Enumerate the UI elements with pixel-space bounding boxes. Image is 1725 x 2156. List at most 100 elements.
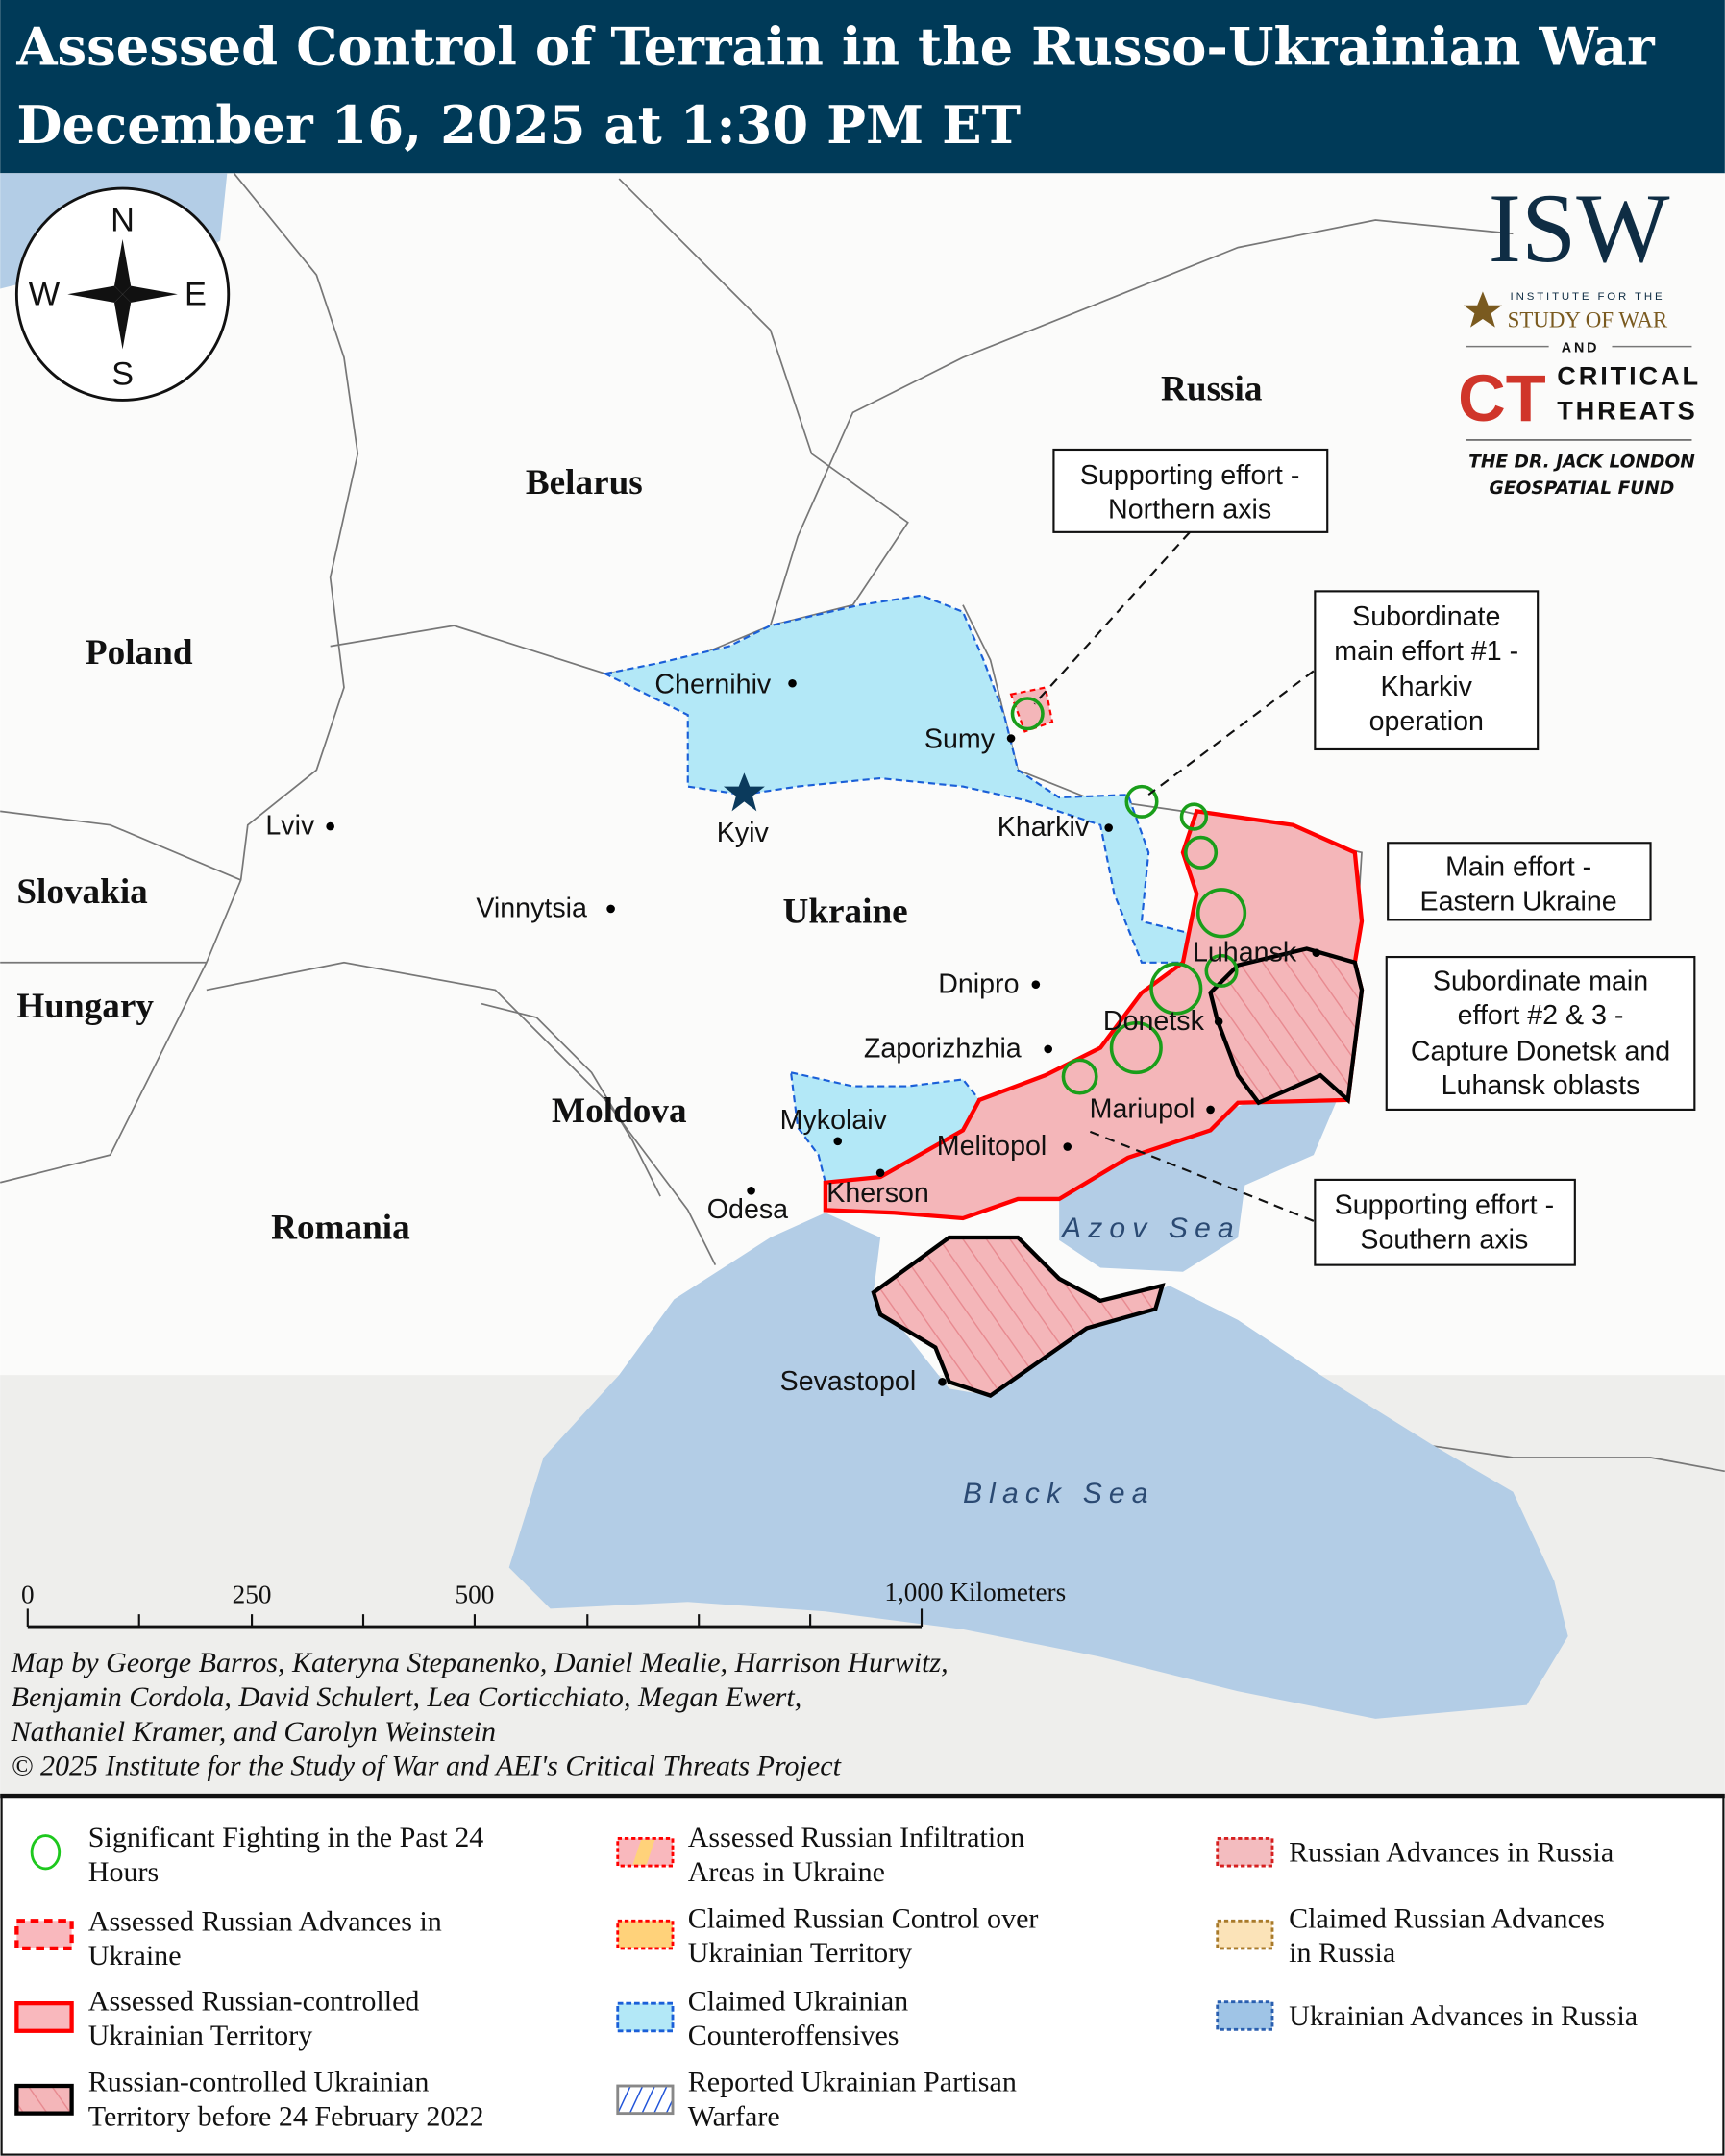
city-mykolaiv: Mykolaiv [780,1105,888,1136]
fighting-circle [1204,953,1239,988]
svg-text:Subordinate: Subordinate [1352,601,1500,632]
fighting-circle [1109,1020,1163,1075]
svg-text:Significant Fighting in the Pa: Significant Fighting in the Past 24 [88,1821,483,1853]
claimed-ukrainian-counteroffensive-north [602,594,1198,964]
compass-south: S [111,356,134,393]
map-credits: Map by George Barros, Kateryna Stepanenk… [11,1646,949,1781]
map-title: Assessed Control of Terrain in the Russo… [15,15,1656,77]
compass-north: N [111,202,135,238]
svg-text:Claimed Ukrainian: Claimed Ukrainian [688,1984,908,2017]
fighting-circle [1010,697,1045,731]
city-dnipro: Dnipro [938,968,1019,999]
svg-text:Areas in Ukraine: Areas in Ukraine [688,1855,885,1888]
svg-text:Map by George Barros, Kateryna: Map by George Barros, Kateryna Stepanenk… [11,1646,949,1678]
svg-text:Claimed Russian Advances: Claimed Russian Advances [1289,1901,1605,1934]
city-odesa: Odesa [707,1194,788,1225]
country-label-romania: Romania [271,1208,410,1247]
fighting-circle [1184,835,1219,870]
legend-russian-advances-symbol [14,1919,74,1951]
country-label-belarus: Belarus [526,463,643,502]
svg-text:Benjamin Cordola, David Schule: Benjamin Cordola, David Schulert, Lea Co… [12,1680,802,1713]
svg-text:Hours: Hours [88,1855,159,1888]
isw-ct-logo: ISW INSTITUTE FOR THE STUDY OF WAR AND C… [1458,174,1701,499]
compass-rose: N S E W [14,186,231,402]
country-label-slovakia: Slovakia [16,872,148,912]
svg-text:Kharkiv: Kharkiv [1381,672,1473,702]
significant-fighting-markers [1010,697,1247,1095]
svg-text:Luhansk oblasts: Luhansk oblasts [1442,1070,1640,1101]
city-luhansk: Luhansk [1193,937,1297,968]
infiltration-stripe [632,1839,655,1865]
svg-text:INSTITUTE FOR THE: INSTITUTE FOR THE [1511,291,1665,303]
azov-sea [1059,1086,1338,1272]
map-date: December 16, 2025 at 1:30 PM ET [16,94,1021,156]
compass-east: E [185,277,207,313]
svg-text:1,000 Kilometers: 1,000 Kilometers [884,1578,1066,1606]
svg-text:THE DR. JACK LONDON: THE DR. JACK LONDON [1468,453,1695,473]
svg-text:Assessed Russian Infiltration: Assessed Russian Infiltration [688,1821,1025,1853]
svg-text:Capture Donetsk and: Capture Donetsk and [1411,1036,1670,1066]
city-sevastopol: Sevastopol [780,1366,917,1397]
capital-star-icon [723,772,765,812]
svg-text:Nathaniel Kramer, and Carolyn: Nathaniel Kramer, and Carolyn Weinstein [11,1715,496,1748]
isw-logo-text: ISW [1489,174,1671,283]
svg-text:Subordinate main: Subordinate main [1433,966,1648,996]
legend-ukrainian-advances-russia-symbol [1216,2000,1274,2031]
cities: Chernihiv Sumy Kyiv Kharkiv Lviv Vinnyts… [265,669,1321,1397]
city-melitopol: Melitopol [937,1131,1047,1162]
svg-text:250: 250 [233,1580,272,1609]
city-mariupol: Mariupol [1090,1094,1195,1125]
svg-text:Warfare: Warfare [688,2100,780,2133]
svg-text:main effort #1 -: main effort #1 - [1334,636,1518,667]
black-sea [508,1213,1568,1719]
legend-partisan-symbol [616,2084,675,2116]
callout-leaders [1033,531,1315,1222]
country-label-moldova: Moldova [552,1091,687,1131]
svg-text:Ukrainian Territory: Ukrainian Territory [688,1936,912,1969]
svg-text:Claimed Russian Control over: Claimed Russian Control over [688,1901,1039,1934]
legend-claimed-russian-control-symbol [616,1919,675,1950]
city-lviv: Lviv [265,811,315,842]
city-donetsk: Donetsk [1103,1006,1205,1037]
scale-bar: 0 250 500 1,000 Kilometers [21,1578,1066,1629]
svg-text:Northern axis: Northern axis [1108,495,1271,526]
svg-text:Assessed Russian-controlled: Assessed Russian-controlled [88,1984,420,2017]
sea-label-azov: Azov Sea [1060,1213,1241,1244]
fighting-circle [1195,888,1247,939]
sea-label-black: Black Sea [963,1478,1155,1509]
svg-text:Main effort -: Main effort - [1445,852,1591,883]
fighting-circle [1149,962,1203,1016]
svg-text:Ukrainian Advances in Russia: Ukrainian Advances in Russia [1289,1999,1638,2032]
legend-ukrainian-counteroffensive-symbol [616,2001,675,2033]
header-bar [0,0,1725,174]
country-label-hungary: Hungary [16,987,154,1026]
callout-donetsk-luhansk: Subordinate main effort #2 & 3 - Capture… [1385,955,1696,1111]
svg-text:Territory before 24 February 2: Territory before 24 February 2022 [88,2100,484,2133]
city-sumy: Sumy [924,724,996,755]
svg-text:in Russia: in Russia [1289,1936,1395,1969]
city-zaporizhzhia: Zaporizhzhia [864,1034,1022,1065]
svg-text:Eastern Ukraine: Eastern Ukraine [1420,886,1617,917]
svg-text:Ukrainian Territory: Ukrainian Territory [88,2019,312,2051]
country-label-ukraine: Ukraine [782,892,907,931]
city-kyiv: Kyiv [717,818,770,848]
svg-text:500: 500 [456,1580,495,1609]
fighting-circle [1061,1058,1098,1095]
legend-pre-2022-symbol [14,2083,74,2116]
svg-text:effort #2 & 3 -: effort #2 & 3 - [1458,1000,1624,1031]
crimea [871,1235,1166,1398]
svg-text:operation: operation [1369,706,1484,737]
country-borders [0,172,1725,1473]
city-vinnytsia: Vinnytsia [476,894,587,924]
svg-text:Southern axis: Southern axis [1360,1224,1528,1255]
callout-southern-axis: Supporting effort - Southern axis [1314,1178,1576,1266]
svg-text:© 2025 Institute for the Study: © 2025 Institute for the Study of War an… [12,1750,842,1782]
svg-text:Assessed Russian Advances in: Assessed Russian Advances in [88,1904,442,1937]
svg-text:CRITICAL: CRITICAL [1557,361,1701,391]
legend-fighting-symbol [30,1834,62,1871]
compass-west: W [29,277,61,313]
legend-russian-advances-russia-symbol [1216,1836,1274,1868]
svg-text:Supporting effort -: Supporting effort - [1335,1190,1554,1221]
country-label-russia: Russia [1161,369,1263,408]
